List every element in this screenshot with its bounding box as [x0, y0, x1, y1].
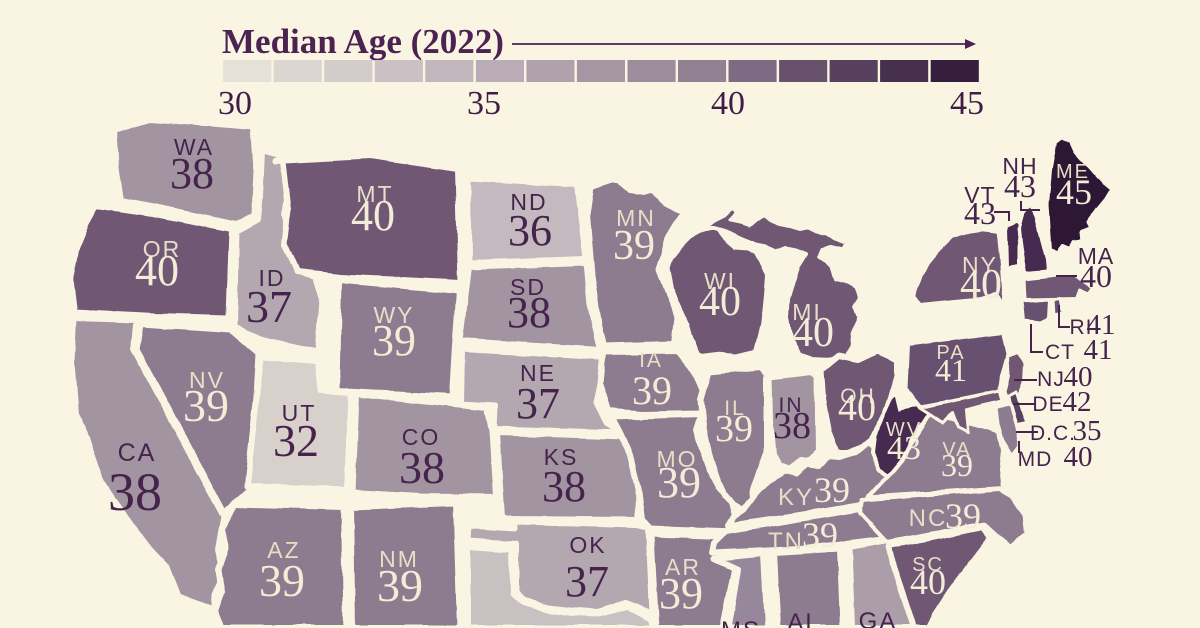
- svg-text:39: 39: [715, 408, 753, 450]
- svg-text:38: 38: [170, 149, 214, 198]
- svg-text:ID: ID: [259, 265, 286, 291]
- svg-text:CO: CO: [402, 424, 441, 450]
- svg-text:CT: CT: [1045, 341, 1075, 364]
- svg-text:42: 42: [1063, 386, 1092, 418]
- svg-text:MO: MO: [656, 446, 697, 472]
- svg-text:OR: OR: [143, 236, 182, 262]
- svg-text:D.C.: D.C.: [1030, 422, 1076, 445]
- svg-text:38: 38: [399, 442, 445, 493]
- svg-text:39: 39: [814, 470, 850, 510]
- svg-text:NV: NV: [189, 367, 225, 393]
- svg-text:40: 40: [699, 279, 741, 325]
- svg-text:38: 38: [542, 462, 586, 511]
- svg-text:41: 41: [935, 352, 967, 388]
- svg-text:WY: WY: [373, 302, 414, 328]
- svg-text:MD: MD: [1018, 448, 1053, 471]
- svg-text:WV: WV: [886, 419, 922, 441]
- svg-text:WA: WA: [174, 134, 214, 160]
- svg-text:43: 43: [1004, 168, 1036, 204]
- svg-text:NC: NC: [909, 505, 948, 532]
- svg-text:MN: MN: [616, 205, 656, 231]
- svg-text:40: 40: [792, 310, 834, 356]
- svg-text:GA: GA: [859, 608, 898, 628]
- svg-text:IL: IL: [724, 397, 746, 420]
- svg-text:WI: WI: [704, 268, 736, 294]
- svg-text:NJ: NJ: [1037, 368, 1065, 391]
- svg-text:39: 39: [183, 380, 229, 431]
- svg-text:40: 40: [1064, 441, 1093, 473]
- svg-text:MA: MA: [1078, 243, 1115, 269]
- svg-text:39: 39: [941, 447, 973, 483]
- svg-text:MS: MS: [721, 617, 761, 628]
- svg-text:39: 39: [802, 515, 838, 555]
- svg-text:38: 38: [507, 288, 551, 337]
- svg-text:KS: KS: [544, 444, 579, 470]
- svg-text:39: 39: [659, 569, 703, 618]
- svg-text:AR: AR: [665, 554, 701, 580]
- svg-text:39: 39: [945, 496, 981, 536]
- svg-text:OH: OH: [840, 385, 876, 408]
- svg-text:IN: IN: [779, 394, 804, 417]
- svg-text:CA: CA: [118, 439, 157, 467]
- svg-text:40: 40: [960, 262, 1002, 308]
- svg-text:39: 39: [613, 223, 655, 269]
- svg-text:40: 40: [135, 246, 179, 295]
- svg-text:39: 39: [657, 458, 701, 507]
- svg-text:39: 39: [632, 368, 672, 413]
- svg-text:NM: NM: [379, 546, 419, 572]
- svg-text:OK: OK: [569, 532, 606, 558]
- svg-text:IA: IA: [639, 349, 663, 372]
- svg-text:39: 39: [372, 316, 416, 365]
- svg-text:41: 41: [1087, 309, 1116, 341]
- svg-text:SC: SC: [912, 554, 944, 576]
- svg-text:37: 37: [246, 281, 292, 332]
- svg-text:TN: TN: [768, 528, 804, 555]
- svg-text:AL: AL: [787, 609, 820, 628]
- svg-text:VA: VA: [942, 439, 971, 461]
- svg-text:40: 40: [351, 191, 395, 240]
- svg-text:Median Age (2022): Median Age (2022): [222, 22, 504, 61]
- svg-text:38: 38: [108, 462, 162, 522]
- svg-text:RI: RI: [1070, 316, 1093, 339]
- svg-text:35: 35: [467, 85, 501, 122]
- svg-text:40: 40: [910, 562, 946, 602]
- svg-text:40: 40: [1064, 361, 1093, 393]
- svg-text:MI: MI: [792, 299, 822, 325]
- svg-text:40: 40: [838, 387, 876, 429]
- svg-text:PA: PA: [936, 342, 965, 364]
- svg-text:37: 37: [516, 379, 560, 428]
- svg-text:43: 43: [964, 195, 996, 231]
- svg-text:ME: ME: [1056, 161, 1090, 183]
- svg-text:ND: ND: [510, 189, 547, 215]
- svg-text:UT: UT: [282, 400, 317, 426]
- svg-text:VT: VT: [964, 182, 995, 208]
- svg-text:MT: MT: [356, 181, 393, 207]
- svg-text:NH: NH: [1002, 153, 1037, 179]
- svg-text:41: 41: [1084, 334, 1113, 366]
- svg-text:NE: NE: [520, 360, 556, 386]
- svg-text:45: 45: [950, 85, 984, 122]
- svg-text:KY: KY: [778, 484, 814, 511]
- svg-text:40: 40: [711, 85, 745, 122]
- svg-text:32: 32: [273, 415, 319, 466]
- svg-text:DE: DE: [1032, 393, 1063, 416]
- svg-text:38: 38: [773, 405, 811, 447]
- svg-text:40: 40: [1080, 258, 1112, 294]
- svg-text:45: 45: [1056, 172, 1092, 212]
- svg-text:39: 39: [259, 555, 305, 606]
- svg-text:SD: SD: [510, 274, 546, 300]
- svg-text:39: 39: [377, 560, 423, 611]
- svg-text:35: 35: [1073, 415, 1102, 447]
- svg-text:36: 36: [508, 206, 552, 255]
- svg-text:43: 43: [887, 430, 921, 467]
- svg-text:NY: NY: [962, 252, 998, 278]
- svg-text:37: 37: [565, 557, 609, 606]
- svg-text:30: 30: [218, 85, 252, 122]
- svg-text:AZ: AZ: [267, 537, 300, 563]
